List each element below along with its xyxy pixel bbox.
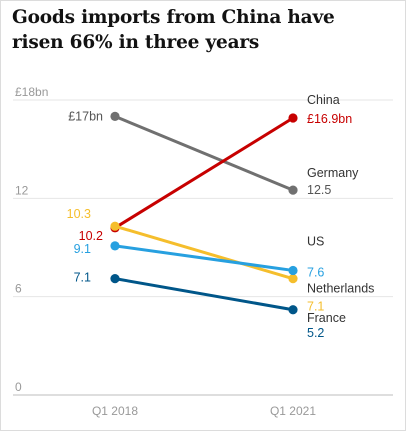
chart-title: Goods imports from China have risen 66% … bbox=[12, 7, 335, 53]
data-label-germany: £17bn bbox=[68, 109, 103, 123]
y-tick-label: £18bn bbox=[15, 85, 48, 99]
x-tick-label: Q1 2021 bbox=[270, 404, 316, 418]
data-point-france bbox=[288, 305, 298, 315]
y-tick-label: 0 bbox=[15, 380, 22, 394]
series-line-germany bbox=[113, 114, 295, 192]
series-name-germany: Germany bbox=[307, 166, 359, 180]
data-point-germany bbox=[288, 185, 298, 195]
series-name-france: France bbox=[307, 311, 346, 325]
data-label-us: 7.6 bbox=[307, 265, 324, 279]
series-name-china: China bbox=[307, 93, 340, 107]
data-point-germany bbox=[110, 111, 120, 121]
data-label-netherlands: 7.1 bbox=[307, 300, 324, 314]
series-line-netherlands bbox=[113, 224, 295, 281]
x-tick-label: Q1 2018 bbox=[92, 404, 138, 418]
series-line-france bbox=[113, 277, 295, 312]
data-label-germany: 12.5 bbox=[307, 183, 331, 197]
y-tick-label: 12 bbox=[15, 183, 29, 197]
data-label-us: 9.1 bbox=[74, 242, 91, 256]
data-label-france: 7.1 bbox=[74, 271, 91, 285]
data-label-netherlands: 10.3 bbox=[67, 207, 91, 221]
series-line-us bbox=[113, 244, 295, 272]
data-point-us bbox=[288, 265, 298, 276]
data-point-netherlands bbox=[110, 221, 120, 231]
data-point-france bbox=[110, 274, 120, 284]
data-label-china: 10.2 bbox=[79, 229, 103, 243]
data-label-france: 5.2 bbox=[307, 326, 324, 340]
data-point-us bbox=[110, 241, 120, 251]
series-name-us: US bbox=[307, 234, 324, 248]
data-point-china bbox=[288, 113, 298, 123]
data-label-china: £16.9bn bbox=[307, 112, 352, 126]
data-point-netherlands bbox=[288, 274, 298, 284]
series-name-netherlands: Netherlands bbox=[307, 282, 374, 296]
y-tick-label: 6 bbox=[15, 282, 22, 296]
series-line-china bbox=[113, 116, 295, 230]
